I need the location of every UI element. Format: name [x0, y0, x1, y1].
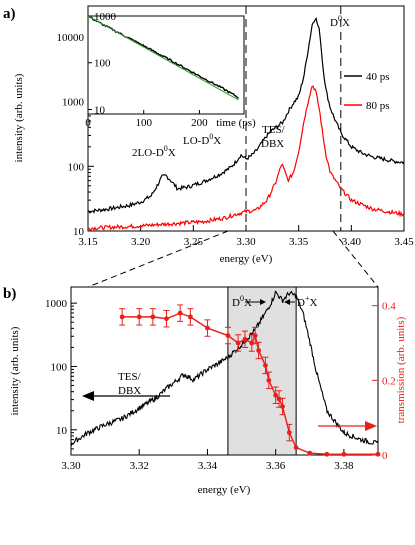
- panel-b-ytick-label: 1000: [45, 298, 68, 310]
- inset-xlabel: time (ps): [216, 117, 256, 129]
- transmission-point: [249, 340, 255, 346]
- transmission-point: [252, 333, 258, 338]
- legend-label-40ps: 40 ps: [366, 71, 390, 83]
- transmission-point: [263, 363, 268, 368]
- inset-ytick-label: 1000: [94, 11, 117, 23]
- inset: 0 100 200 10 100 1000 time (ps): [85, 11, 256, 129]
- panel-a-xlabel: energy (eV): [220, 253, 273, 265]
- annotation-b-dpx: D+X: [297, 294, 317, 309]
- transmission-point: [164, 316, 169, 322]
- transmission-point: [276, 396, 282, 402]
- inset-series-fit: [87, 15, 239, 101]
- transmission-point: [119, 314, 125, 320]
- arrow-dpx-head: [284, 299, 290, 305]
- shaded-region: [227, 286, 297, 456]
- panel-a-xtick-label: 3.45: [394, 236, 414, 248]
- inset-xtick-label: 200: [191, 117, 208, 129]
- inset-ticks: 0 100 200 10 100 1000: [85, 11, 208, 129]
- legend-label-80ps: 80 ps: [366, 100, 390, 112]
- series-line-40ps: [87, 17, 405, 214]
- panel-b-y2tick-label: 0.2: [382, 375, 396, 387]
- panel-b-xtick-label: 3.32: [130, 460, 149, 472]
- panel-a-ytick-label: 1000: [62, 97, 85, 109]
- inset-ytick-label: 10: [94, 104, 106, 116]
- panel-a-ytick-label: 100: [68, 161, 85, 173]
- series-line-transmission: [122, 312, 378, 455]
- zoom-line-left: [87, 230, 229, 288]
- panel-a-xtick-label: 3.15: [78, 236, 98, 248]
- panel-a-series: [87, 17, 405, 232]
- panel-b-ytick-label: 100: [51, 361, 68, 373]
- arrow-to-right-axis-head: [365, 421, 377, 431]
- transmission-point: [286, 430, 292, 435]
- panel-b-ytick-label: 10: [56, 425, 68, 437]
- transmission-point: [280, 404, 285, 409]
- annotation-b-dbx: DBX: [118, 385, 141, 397]
- panel-b-y2tick-label: 0.4: [382, 301, 396, 313]
- transmission-point: [177, 310, 183, 316]
- panel-b-xtick-label: 3.34: [198, 460, 218, 472]
- panel-b-xtick-label: 3.30: [61, 460, 81, 472]
- transmission-point: [205, 325, 210, 331]
- transmission-point: [307, 450, 313, 456]
- transmission-point: [293, 445, 299, 450]
- inset-series: [87, 15, 239, 101]
- panel-a-xtick-label: 3.35: [289, 236, 309, 248]
- panel-a-xtick-label: 3.40: [342, 236, 362, 248]
- inset-ytick-label: 100: [94, 58, 111, 70]
- panel-b-y2tick-label: 0: [382, 450, 388, 462]
- panel-b-y2label: transmission (arb. units): [395, 316, 407, 423]
- panel-a: 3.15 3.20 3.25 3.30 3.35 3.40 3.45101001000100…: [13, 5, 414, 265]
- annotation-b-d0x: D0X: [232, 294, 252, 309]
- annotation-lo-d0x: LO-D0X: [183, 132, 221, 147]
- transmission-point: [375, 451, 381, 457]
- transmission-point: [256, 348, 262, 353]
- panel-b-xtick-label: 3.36: [266, 460, 286, 472]
- transmission-point: [242, 336, 248, 342]
- annotation-tes: TES/: [262, 124, 286, 136]
- panel-b-series: [70, 290, 381, 457]
- panel-a-ylabel: intensity (arb. units): [13, 73, 25, 162]
- panel-a-dashed-lines: [245, 6, 342, 231]
- zoom-line-right: [332, 230, 379, 288]
- panel-b-ylabel: intensity (arb. units): [9, 326, 21, 415]
- annotation-d0x: D0X: [330, 14, 350, 29]
- inset-xtick-label: 0: [85, 117, 91, 129]
- panel-a-xtick-label: 3.25: [184, 236, 204, 248]
- inset-xtick-label: 100: [135, 117, 152, 129]
- transmission-point: [150, 314, 156, 320]
- transmission-point: [266, 377, 272, 383]
- annotation-dbx: DBX: [261, 138, 284, 150]
- transmission-point: [187, 314, 193, 320]
- panel-b-xlabel: energy (eV): [198, 484, 251, 496]
- panel-label-a: a): [3, 6, 16, 22]
- panel-b: 3.30 3.32 3.34 3.36 3.38 10 100 1000 0 0.2 0.4 ene…: [9, 286, 407, 496]
- annotation-2lo-d0x: 2LO-D0X: [132, 144, 176, 159]
- panel-b-ticks: 3.30 3.32 3.34 3.36 3.38 10 100 1000 0 0.2 0.4: [45, 298, 396, 472]
- panel-label-b: b): [3, 286, 16, 302]
- legend: 40 ps 80 ps: [344, 71, 390, 112]
- transmission-point: [341, 451, 347, 457]
- panel-a-xtick-label: 3.30: [236, 236, 256, 248]
- panel-b-xtick-label: 3.38: [334, 460, 354, 472]
- panel-a-xtick-label: 3.20: [131, 236, 151, 248]
- panel-a-ticks: 3.15 3.20 3.25 3.30 3.35 3.40 3.45101001000100…: [57, 16, 414, 248]
- transmission-point: [273, 392, 279, 398]
- transmission-point: [136, 314, 142, 320]
- annotation-b-tes: TES/: [118, 371, 142, 383]
- transmission-point: [225, 333, 231, 338]
- panel-b-frame: [70, 286, 379, 456]
- arrow-to-left-axis-head: [82, 391, 94, 401]
- panel-a-ytick-label: 10000: [57, 32, 85, 44]
- series-line-80ps: [87, 85, 405, 232]
- panel-a-ytick-label: 10: [73, 226, 85, 238]
- series-line-intensity: [70, 290, 379, 446]
- inset-frame: [87, 15, 245, 115]
- arrow-d0x-head: [260, 299, 266, 305]
- transmission-point: [324, 451, 330, 457]
- transmission-point: [235, 340, 241, 346]
